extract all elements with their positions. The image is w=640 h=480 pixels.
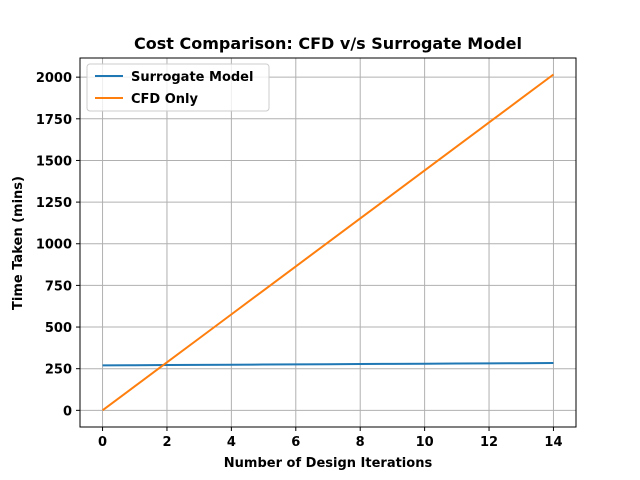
y-tick-label: 0 [63, 404, 72, 419]
legend: Surrogate Model CFD Only [86, 63, 270, 112]
series-line-surrogate-model [102, 362, 554, 367]
x-tick-label: 2 [162, 435, 171, 450]
plot-area-frame [79, 57, 577, 428]
x-tick-label: 6 [291, 435, 300, 450]
legend-box [86, 63, 270, 112]
grid-lines [80, 58, 576, 427]
y-axis-label: Time Taken (mins) [11, 176, 26, 310]
x-tick-label: 14 [544, 435, 562, 450]
y-tick-label: 1750 [36, 113, 72, 128]
legend-label-surrogate-model: Surrogate Model [131, 70, 253, 85]
chart-title: Cost Comparison: CFD v/s Surrogate Model [134, 34, 522, 53]
x-tick-label: 0 [98, 435, 107, 450]
x-axis-label: Number of Design Iterations [224, 456, 433, 471]
x-tick-label: 4 [227, 435, 236, 450]
x-tick-label: 8 [356, 435, 365, 450]
axis-ticks: 0 2 4 6 8 10 12 14 0 250 500 750 1000 1250 1500 1750 200… [36, 71, 563, 450]
y-tick-label: 1500 [36, 154, 72, 169]
series-lines [101, 73, 555, 412]
series-line-cfd-only [101, 73, 555, 412]
y-tick-label: 2000 [36, 71, 72, 86]
y-tick-label: 1000 [36, 238, 72, 253]
y-tick-label: 750 [45, 279, 72, 294]
legend-label-cfd-only: CFD Only [131, 92, 199, 107]
y-tick-label: 500 [45, 321, 72, 336]
y-tick-label: 1250 [36, 196, 72, 211]
x-tick-label: 12 [480, 435, 498, 450]
x-tick-label: 10 [416, 435, 434, 450]
y-tick-label: 250 [45, 363, 72, 378]
